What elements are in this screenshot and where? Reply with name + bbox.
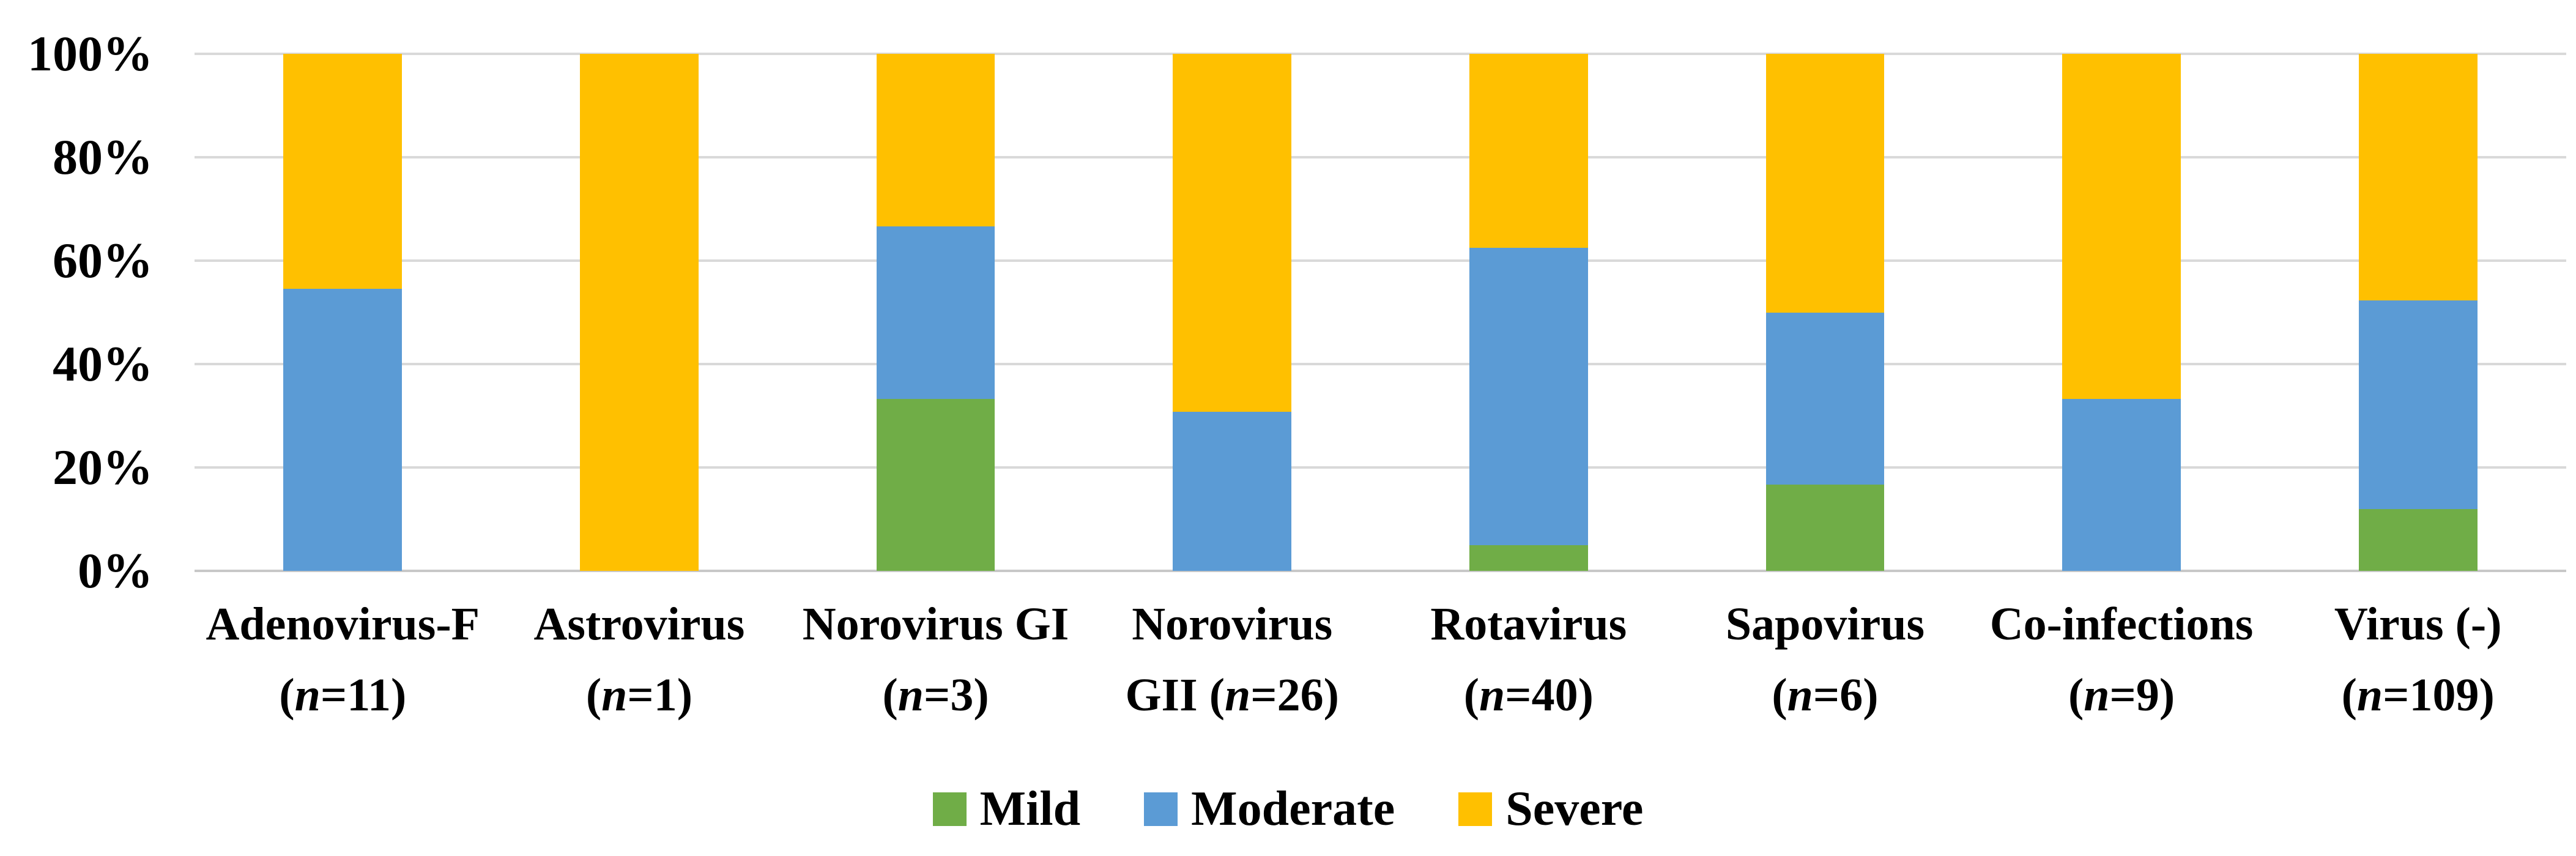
- bar-slot: [1381, 54, 1677, 571]
- x-axis-category-label-line: (n=109): [2341, 669, 2495, 721]
- bar-segment-severe: [2062, 54, 2181, 399]
- legend-swatch-moderate: [1144, 792, 1178, 826]
- y-axis-tick-label: 80%: [53, 129, 153, 185]
- y-axis-tick-label: 100%: [28, 26, 153, 81]
- bar-segment-moderate: [876, 226, 995, 399]
- bar-sapovirus: [1765, 54, 1885, 571]
- legend-label: Moderate: [1191, 782, 1395, 836]
- x-axis-line: [195, 570, 2566, 572]
- bar-slot: [491, 54, 788, 571]
- bar-segment-severe: [876, 54, 995, 227]
- bar-virus-: [2358, 54, 2478, 571]
- x-axis-category-label: Rotavirus (n=40): [1381, 589, 1677, 731]
- y-axis-tick-label: 0%: [78, 543, 153, 598]
- gridline: [195, 259, 2566, 262]
- x-axis-category-labels: Adenovirus-F (n=11) Astrovirus (n=1) Norovir…: [195, 589, 2566, 731]
- x-axis-category-label-line: (n=6): [1772, 669, 1879, 721]
- gridline: [195, 466, 2566, 469]
- bar-segment-moderate: [2358, 300, 2478, 510]
- y-axis-tick-label: 40%: [53, 336, 153, 392]
- bar-rotavirus: [1469, 54, 1588, 571]
- bar-segment-severe: [580, 54, 699, 571]
- bar-segment-moderate: [1469, 247, 1588, 545]
- bar-co-infections: [2062, 54, 2181, 571]
- bar-segment-mild: [876, 398, 995, 571]
- x-axis-category-label: Virus (-) (n=109): [2270, 589, 2566, 731]
- x-axis-category-label-line: (n=40): [1463, 669, 1594, 721]
- bar-segment-severe: [2358, 54, 2478, 301]
- legend-item-moderate: Moderate: [1144, 784, 1395, 833]
- bar-slot: [2270, 54, 2566, 571]
- gridline: [195, 156, 2566, 158]
- y-axis-tick-label: 60%: [53, 233, 153, 288]
- plot-area: [195, 53, 2566, 572]
- x-axis-category-label: Astrovirus (n=1): [491, 589, 788, 731]
- y-axis-tick-label: 20%: [53, 439, 153, 495]
- x-axis-category-label-line: Astrovirus: [533, 598, 745, 650]
- bar-segment-moderate: [1765, 312, 1885, 485]
- x-axis-category-label-line: Adenovirus-F: [206, 598, 480, 650]
- bar-slot: [787, 54, 1084, 571]
- bar-slot: [1973, 54, 2270, 571]
- x-axis-category-label-line: Rotavirus: [1430, 598, 1627, 650]
- x-axis-category-label: Co-infections (n=9): [1973, 589, 2270, 731]
- legend-label: Severe: [1505, 782, 1644, 836]
- x-axis-category-label-line: (n=11): [279, 669, 407, 721]
- x-axis-category-label-line: (n=1): [585, 669, 693, 721]
- bar-norovirus-gi: [876, 54, 995, 571]
- bar-slot: [1677, 54, 1973, 571]
- x-axis-category-label-line: (n=9): [2068, 669, 2175, 721]
- bar-segment-moderate: [2062, 398, 2181, 571]
- bar-segment-mild: [1469, 545, 1588, 571]
- bar-segment-severe: [1765, 54, 1885, 313]
- bar-segment-mild: [1765, 484, 1885, 571]
- legend: Mild Moderate Severe: [0, 772, 2576, 846]
- bar-segment-mild: [2358, 509, 2478, 571]
- x-axis-category-label: Norovirus GII (n=26): [1084, 589, 1381, 731]
- x-axis-category-label: Norovirus GI (n=3): [787, 589, 1084, 731]
- x-axis-category-label-line: GII (n=26): [1125, 669, 1339, 721]
- bar-astrovirus: [580, 54, 699, 571]
- legend-item-mild: Mild: [932, 782, 1081, 836]
- x-axis-category-label-line: (n=3): [882, 669, 989, 721]
- x-axis-category-label: Adenovirus-F (n=11): [195, 589, 491, 731]
- bar-slot: [1084, 54, 1381, 571]
- x-axis-category-label-line: Sapovirus: [1725, 598, 1925, 650]
- x-axis-category-label-line: Norovirus: [1132, 598, 1333, 650]
- gridline: [195, 53, 2566, 55]
- bar-adenovirus-f: [283, 54, 403, 571]
- x-axis-category-label-line: Virus (-): [2334, 598, 2502, 650]
- bar-segment-moderate: [283, 289, 403, 571]
- bar-norovirus: [1173, 54, 1292, 571]
- legend-swatch-mild: [932, 792, 967, 826]
- bars-row: [195, 54, 2566, 571]
- x-axis-category-label: Sapovirus (n=6): [1677, 589, 1973, 731]
- legend-swatch-severe: [1458, 792, 1493, 826]
- x-axis-category-label-line: Norovirus GI: [802, 598, 1069, 650]
- x-axis-category-label-line: Co-infections: [1989, 598, 2254, 650]
- legend-label: Mild: [979, 782, 1081, 836]
- bar-segment-severe: [1173, 54, 1292, 412]
- bar-slot: [195, 54, 491, 571]
- gridline: [195, 363, 2566, 365]
- bar-segment-severe: [283, 54, 403, 289]
- bar-segment-severe: [1469, 54, 1588, 248]
- legend-item-severe: Severe: [1458, 784, 1643, 833]
- bar-segment-moderate: [1173, 411, 1292, 571]
